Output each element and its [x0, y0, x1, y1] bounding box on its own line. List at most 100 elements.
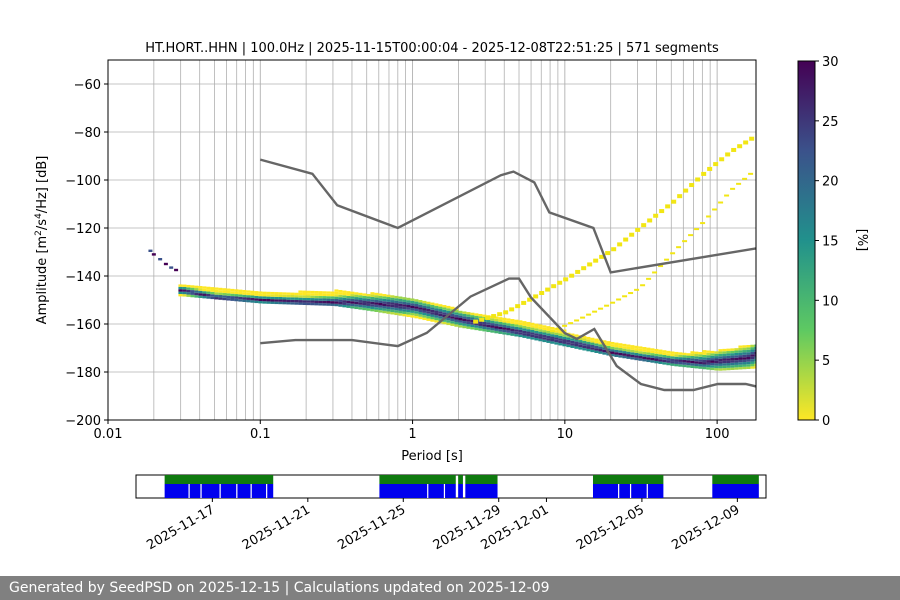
- psd-cell: [274, 294, 279, 297]
- availability-gap: [427, 484, 429, 498]
- psd-cell: [262, 298, 267, 302]
- psd-cell: [206, 286, 211, 290]
- psd-cell: [410, 312, 415, 316]
- psd-cell: [726, 367, 731, 371]
- psd-cell: [350, 291, 355, 295]
- psd-cell: [626, 349, 631, 352]
- psd-cell: [738, 345, 743, 348]
- psd-cell: [742, 366, 747, 370]
- psd-cell: [682, 364, 687, 368]
- psd-cell: [454, 309, 459, 313]
- psd-cell: [542, 339, 547, 343]
- psd-cell: [586, 339, 591, 342]
- psd-cell: [430, 307, 435, 310]
- psd-cell: [406, 300, 411, 303]
- psd-cell: [266, 294, 271, 297]
- psd-cell: [514, 331, 519, 335]
- psd-cell: [426, 304, 431, 307]
- psd-cell: [194, 285, 199, 289]
- psd-cell: [442, 307, 447, 310]
- psd-cell: [226, 295, 231, 299]
- colorbar-tick-label: 5: [822, 354, 830, 369]
- psd-cell: [618, 355, 623, 358]
- psd-cell: [358, 300, 363, 303]
- psd-cell: [578, 342, 583, 345]
- psd-cell: [654, 356, 659, 359]
- psd-cell: [710, 358, 715, 361]
- psd-cell: [234, 291, 239, 295]
- psd-cell: [258, 293, 263, 297]
- psd-cell: [750, 347, 755, 350]
- psd-cell: [614, 349, 619, 353]
- psd-cell: [610, 353, 615, 357]
- psd-cell: [454, 321, 459, 325]
- psd-cell: [746, 356, 751, 360]
- psd-cell: [306, 293, 311, 296]
- psd-cell: [266, 291, 271, 295]
- psd-cell: [458, 318, 463, 321]
- psd-cell: [554, 342, 559, 345]
- psd-cell: [754, 358, 756, 362]
- psd-cell: [302, 300, 307, 303]
- psd-cell: [394, 300, 399, 304]
- psd-cell: [190, 290, 195, 293]
- psd-cell: [386, 297, 391, 300]
- psd-cell: [566, 342, 571, 345]
- psd-cell: [374, 297, 379, 300]
- psd-cell: [434, 312, 439, 316]
- psd-cell: [470, 317, 475, 320]
- psd-cell: [214, 294, 219, 298]
- psd-cell: [318, 300, 323, 304]
- psd-cell: [712, 208, 718, 211]
- psd-cell: [462, 311, 467, 314]
- psd-cell: [510, 328, 515, 332]
- psd-cell: [350, 301, 355, 304]
- psd-cell: [390, 297, 395, 301]
- psd-cell: [574, 344, 579, 347]
- y-tick-label: −60: [74, 78, 101, 93]
- psd-cell: [538, 338, 543, 342]
- psd-cell: [749, 136, 755, 141]
- psd-cell: [318, 295, 323, 299]
- y-tick-label: −180: [65, 366, 101, 381]
- psd-cell: [626, 354, 631, 357]
- psd-cell: [754, 356, 756, 359]
- psd-cell: [326, 291, 331, 294]
- psd-cell: [734, 364, 739, 368]
- psd-cell: [590, 349, 595, 353]
- psd-cell: [250, 293, 255, 296]
- psd-cell: [470, 315, 475, 318]
- psd-cell: [454, 312, 459, 315]
- psd-cell: [678, 354, 683, 358]
- psd-cell: [230, 288, 235, 292]
- psd-cell: [622, 355, 627, 359]
- availability-gap: [219, 484, 221, 498]
- psd-cell: [694, 356, 699, 359]
- psd-cell: [346, 300, 351, 304]
- psd-cell: [486, 324, 491, 328]
- psd-cell: [610, 344, 615, 347]
- psd-cell: [734, 350, 739, 353]
- psd-cell: [518, 334, 523, 338]
- psd-cell: [358, 292, 363, 296]
- psd-cell: [650, 357, 655, 361]
- psd-cell: [398, 306, 403, 309]
- psd-cell: [310, 302, 315, 306]
- psd-cell: [666, 358, 671, 361]
- psd-cell: [290, 299, 295, 303]
- psd-cell: [418, 316, 423, 320]
- psd-cell: [570, 340, 575, 344]
- psd-cell: [754, 344, 756, 347]
- psd-cell: [598, 344, 603, 347]
- psd-cell: [378, 300, 383, 304]
- psd-cell: [574, 346, 579, 349]
- psd-cell: [694, 358, 699, 362]
- availability-gap: [266, 484, 268, 498]
- psd-cell: [689, 183, 695, 188]
- psd-cell: [390, 309, 395, 313]
- psd-cell: [594, 340, 599, 344]
- psd-cell: [518, 332, 523, 335]
- psd-cell: [515, 304, 521, 309]
- psd-cell: [342, 290, 347, 293]
- psd-cell: [658, 351, 663, 355]
